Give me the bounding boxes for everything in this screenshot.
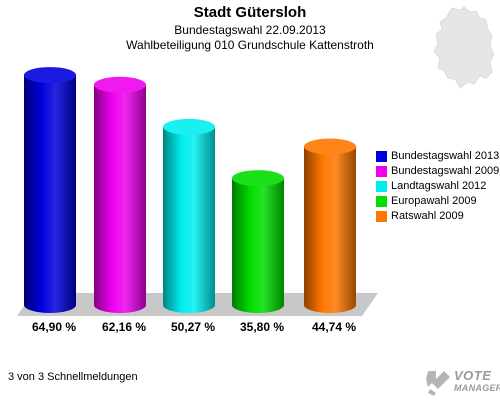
bar-2 — [94, 76, 146, 313]
bar-top-3 — [163, 118, 215, 135]
legend-label-4: Europawahl 2009 — [391, 195, 477, 207]
chart-subtitle-district: Wahlbeteiligung 010 Grundschule Kattenst… — [126, 38, 374, 52]
vote-manager-logo: VOTE MANAGER — [424, 366, 500, 398]
bar-5 — [304, 138, 356, 313]
bar-body-3 — [163, 126, 215, 313]
bar-3 — [163, 118, 215, 313]
legend-swatch-5 — [376, 211, 387, 222]
bar-top-1 — [24, 67, 76, 84]
bar-body-2 — [94, 84, 146, 313]
legend-label-3: Landtagswahl 2012 — [391, 180, 487, 192]
logo-text-vote: VOTE — [454, 368, 492, 383]
bar-top-2 — [94, 76, 146, 93]
bar-top-5 — [304, 138, 356, 155]
footer-note: 3 von 3 Schnellmeldungen — [8, 371, 138, 383]
legend-label-1: Bundestagswahl 2013 — [391, 150, 500, 162]
bar-body-5 — [304, 146, 356, 313]
value-label-3: 50,27 % — [171, 320, 215, 334]
chart-title: Stadt Gütersloh — [193, 4, 307, 21]
value-label-4: 35,80 % — [240, 320, 284, 334]
bar-body-4 — [232, 178, 284, 313]
legend-label-2: Bundestagswahl 2009 — [391, 165, 500, 177]
value-label-1: 64,90 % — [32, 320, 76, 334]
logo-text-manager: MANAGER — [454, 383, 500, 393]
germany-map-icon — [433, 6, 495, 89]
legend-swatch-3 — [376, 181, 387, 192]
value-label-2: 62,16 % — [102, 320, 146, 334]
value-label-5: 44,74 % — [312, 320, 356, 334]
chart-subtitle-election: Bundestagswahl 22.09.2013 — [174, 23, 326, 37]
legend-label-5: Ratswahl 2009 — [391, 210, 464, 222]
bar-top-4 — [232, 170, 284, 187]
legend-swatch-1 — [376, 151, 387, 162]
bar-body-1 — [24, 75, 76, 313]
legend-swatch-4 — [376, 196, 387, 207]
checkmark-logo-icon — [426, 371, 450, 396]
bar-4 — [232, 170, 284, 313]
legend-swatch-2 — [376, 166, 387, 177]
bar-1 — [24, 67, 76, 313]
